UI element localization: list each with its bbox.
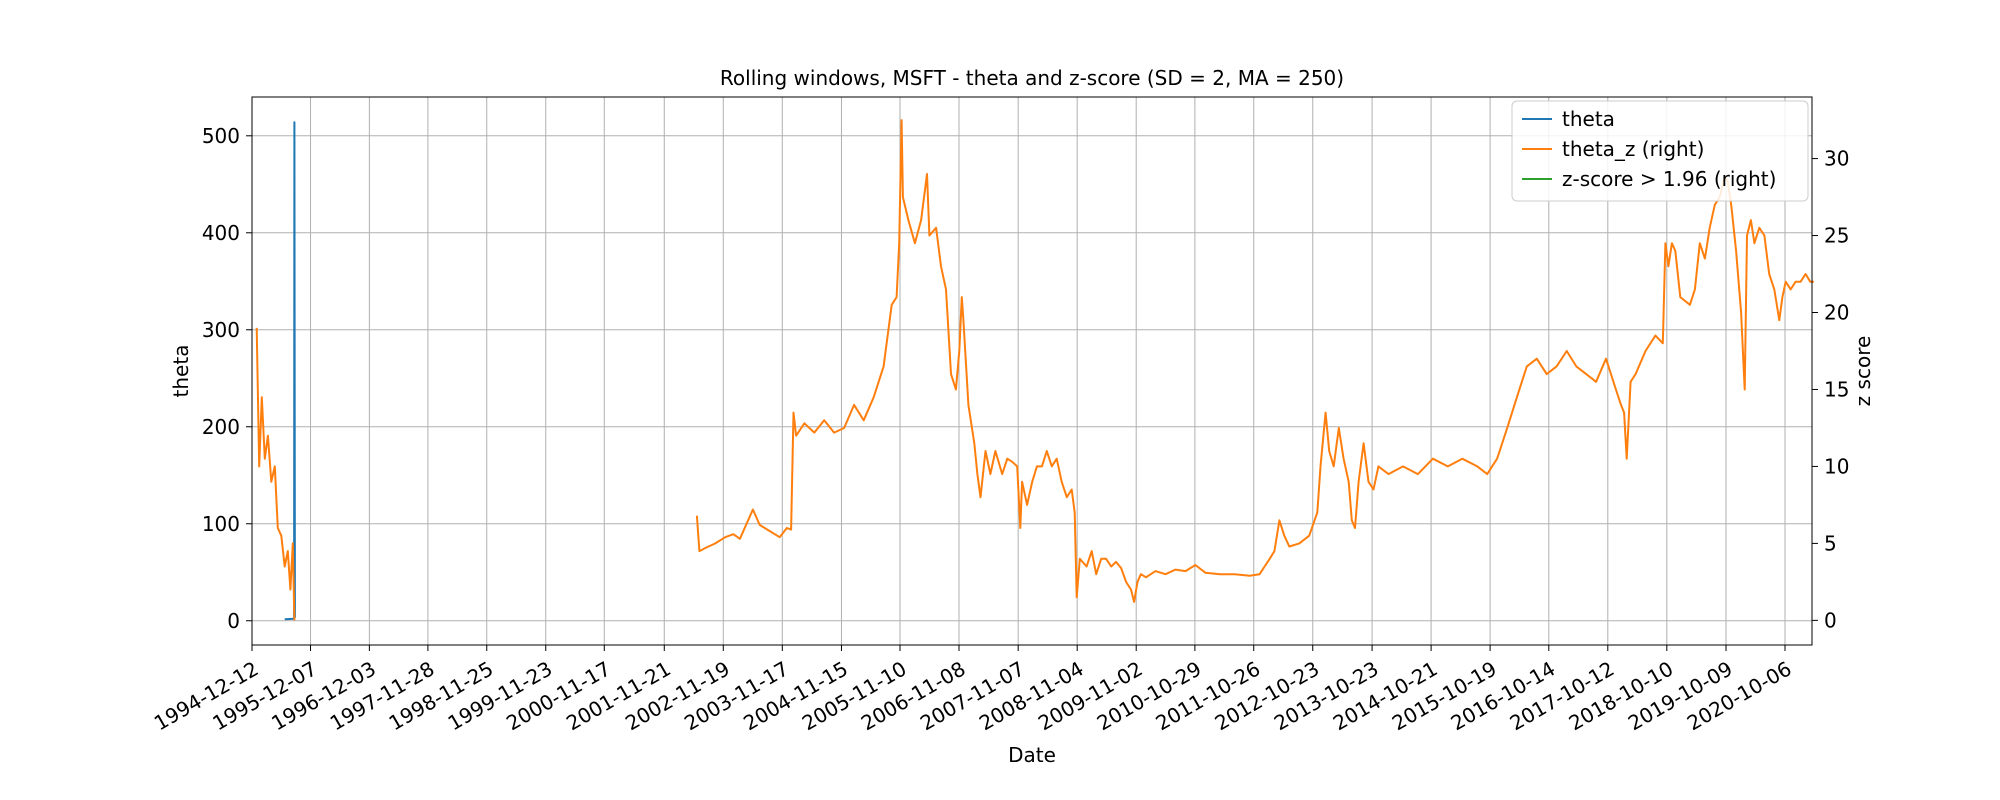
y-tick-label-right: 0 (1824, 608, 1837, 632)
series-line-1 (255, 119, 1814, 621)
y-tick-label-left: 500 (202, 124, 240, 148)
legend-label: theta (1562, 107, 1615, 131)
y-axis-label-right: z score (1851, 336, 1875, 407)
y-axis-label-left: theta (169, 345, 193, 398)
chart-title: Rolling windows, MSFT - theta and z-scor… (720, 66, 1344, 90)
legend-box (1511, 100, 1809, 202)
legend-label: z-score > 1.96 (right) (1562, 167, 1776, 191)
y-axis-left: 0 100 200 300 400 500 (202, 124, 252, 633)
legend: theta theta_z (right) z-score > 1.96 (righ… (1511, 100, 1809, 202)
y-tick-label-right: 20 (1824, 301, 1849, 325)
series-layer (255, 119, 1814, 621)
y-tick-label-right: 10 (1824, 454, 1849, 478)
y-tick-label-left: 300 (202, 318, 240, 342)
y-tick-label-left: 200 (202, 415, 240, 439)
y-tick-label-right: 15 (1824, 377, 1849, 401)
y-tick-label-right: 25 (1824, 224, 1849, 248)
legend-label: theta_z (right) (1562, 137, 1704, 161)
x-axis: 1994-12-121995-12-071996-12-031997-11-28… (150, 645, 1796, 735)
y-tick-label-left: 100 (202, 512, 240, 536)
plot-frame (251, 96, 1813, 646)
y-axis-right: 0 5 10 15 20 25 30 (1812, 147, 1849, 632)
y-tick-label-right: 30 (1824, 147, 1849, 171)
x-axis-label: Date (1008, 743, 1056, 767)
y-tick-label-left: 400 (202, 221, 240, 245)
y-tick-label-left: 0 (227, 609, 240, 633)
y-tick-label-right: 5 (1824, 531, 1837, 555)
